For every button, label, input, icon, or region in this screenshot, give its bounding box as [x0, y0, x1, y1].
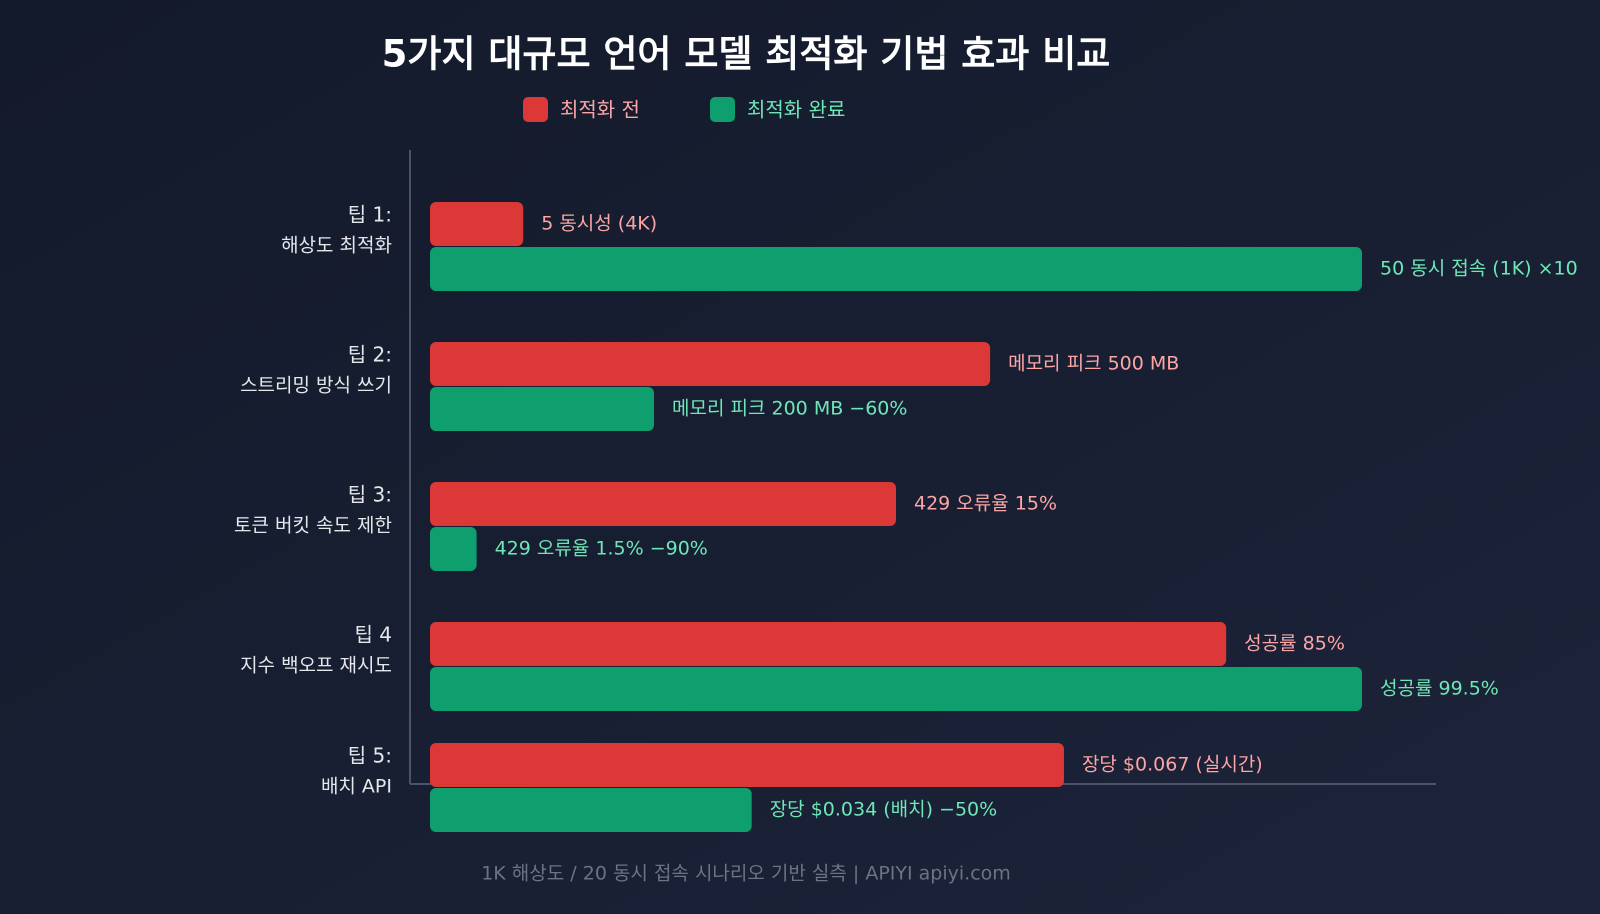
value-label: 50 동시 접속 (1K) ×10 [1380, 258, 1578, 280]
bar [430, 342, 991, 386]
category-label: 배치 API [321, 776, 392, 798]
value-label: 성공률 99.5% [1380, 678, 1499, 700]
value-label: 429 오류율 1.5% −90% [495, 538, 708, 560]
category-label: 팁 4 [355, 623, 392, 647]
value-label: 장당 $0.034 (배치) −50% [770, 799, 998, 821]
category-label: 팁 3: [348, 483, 392, 507]
category-label: 스트리밍 방식 쓰기 [240, 375, 392, 397]
bar [430, 387, 655, 431]
category-label: 팁 1: [348, 203, 392, 227]
legend-label: 최적화 완료 [747, 98, 845, 122]
bar [430, 788, 752, 832]
legend-label: 최적화 전 [560, 98, 640, 122]
category-label: 토큰 버킷 속도 제한 [234, 515, 392, 537]
bar [430, 482, 896, 526]
legend-swatch [710, 97, 735, 122]
category-label: 해상도 최적화 [281, 235, 392, 257]
category-label: 팁 5: [348, 744, 392, 768]
category-label: 지수 백오프 재시도 [240, 655, 392, 677]
bar [430, 527, 477, 571]
bar [430, 622, 1227, 666]
bar [430, 247, 1362, 291]
chart-title: 5가지 대규모 언어 모델 최적화 기법 효과 비교 [382, 33, 1111, 76]
value-label: 장당 $0.067 (실시간) [1082, 754, 1263, 776]
legend-swatch [523, 97, 548, 122]
bar [430, 743, 1064, 787]
value-label: 메모리 피크 200 MB −60% [672, 398, 907, 420]
footnote: 1K 해상도 / 20 동시 접속 시나리오 기반 실측 | APIYI api… [481, 863, 1011, 885]
value-label: 성공률 85% [1244, 633, 1345, 655]
value-label: 429 오류율 15% [914, 493, 1057, 515]
bar [430, 202, 524, 246]
category-label: 팁 2: [348, 343, 392, 367]
value-label: 5 동시성 (4K) [541, 213, 657, 235]
bar [430, 667, 1362, 711]
value-label: 메모리 피크 500 MB [1008, 353, 1179, 375]
